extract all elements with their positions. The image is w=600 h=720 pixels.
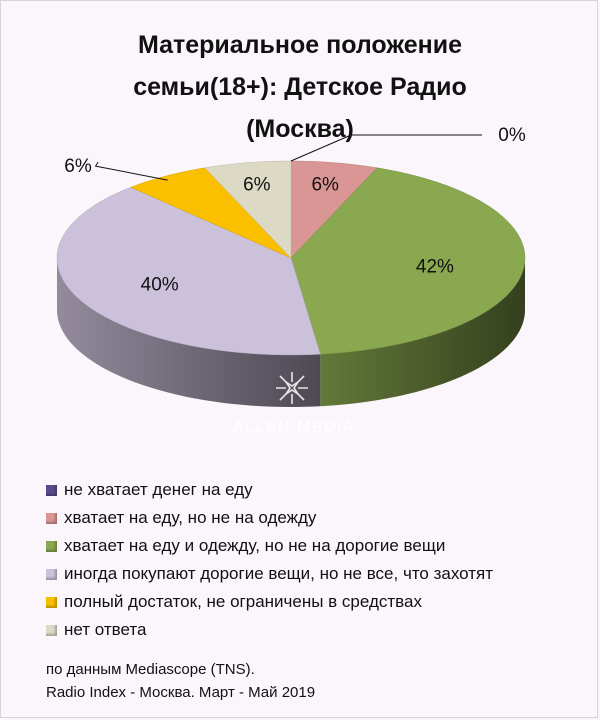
pie-data-label: 6%: [64, 156, 92, 177]
pie-slice: [204, 160, 292, 259]
legend-item-no-answer: нет ответа: [46, 616, 586, 644]
legend-label: полный достаток, не ограничены в средств…: [64, 592, 422, 611]
pie-slice: [130, 167, 292, 259]
pie-data-label: 0%: [498, 125, 526, 146]
pie-slice: [290, 167, 526, 355]
legend-label: иногда покупают дорогие вещи, но не все,…: [64, 564, 494, 583]
pie-leader-line: [290, 134, 482, 162]
legend-item-food-not-clothes: хватает на еду, но не на одежду: [46, 504, 586, 532]
pie-data-label: 42%: [416, 257, 454, 278]
legend-swatch: [46, 624, 57, 636]
legend-swatch: [46, 568, 57, 580]
watermark: ALLEN MEDIA: [233, 372, 355, 436]
pie-chart: 0% 6% 42% 40% 6% 6% ALLEN MEDIA: [56, 125, 526, 436]
chart-title-line-2: семьи(18+): Детское Радио: [133, 73, 467, 101]
pie-slice: [290, 160, 378, 259]
pie-data-labels: 0% 6% 42% 40% 6% 6%: [64, 125, 526, 296]
source-note: по данным Mediascope (TNS). Radio Index …: [46, 658, 315, 704]
chart-title: Материальное положение семьи(18+): Детск…: [40, 24, 560, 150]
legend-swatch: [46, 484, 57, 496]
watermark-text: ALLEN MEDIA: [233, 419, 355, 436]
source-line-1: по данным Mediascope (TNS).: [46, 661, 255, 678]
pie-leader-line: [94, 161, 168, 181]
pie-slice: [56, 187, 321, 356]
pie-slice-side: [320, 258, 525, 407]
legend-item-no-money-for-food: не хватает денег на еду: [46, 476, 586, 504]
pie-data-label: 6%: [243, 175, 271, 196]
pie-data-label: 40%: [141, 275, 179, 296]
legend-label: хватает на еду, но не на одежду: [64, 508, 317, 527]
allen-media-logo-icon: [276, 372, 308, 404]
legend-item-full-wealth: полный достаток, не ограничены в средств…: [46, 588, 586, 616]
pie-depth-layer: [57, 258, 525, 407]
pie-data-label: 6%: [311, 175, 339, 196]
pie-leader-lines: [94, 134, 482, 181]
legend-swatch: [46, 512, 57, 524]
chart-title-line-1: Материальное положение: [137, 31, 463, 59]
legend-label: хватает на еду и одежду, но не на дороги…: [64, 536, 446, 555]
legend-swatch: [46, 540, 57, 552]
chart-legend: не хватает денег на еду хватает на еду, …: [46, 476, 586, 644]
legend-label: не хватает денег на еду: [64, 480, 253, 499]
pie-slice-side: [57, 258, 321, 407]
legend-swatch: [46, 596, 57, 608]
legend-item-food-and-clothes: хватает на еду и одежду, но не на дороги…: [46, 532, 586, 560]
legend-label: нет ответа: [64, 620, 147, 639]
pie-top-layer: [56, 160, 526, 356]
source-line-2: Radio Index - Москва. Март - Май 2019: [46, 684, 316, 701]
legend-item-sometimes-expensive: иногда покупают дорогие вещи, но не все,…: [46, 560, 586, 588]
chart-title-line-3: (Москва): [246, 115, 354, 143]
